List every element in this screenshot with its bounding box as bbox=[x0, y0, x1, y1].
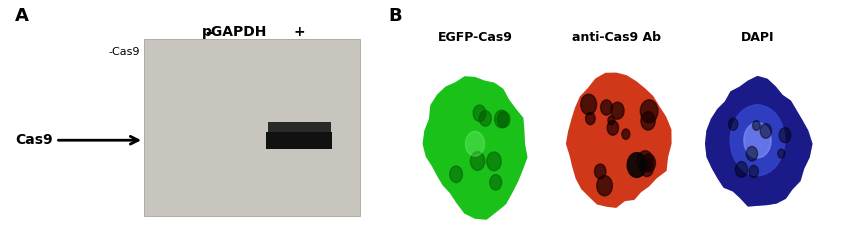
Text: +: + bbox=[294, 25, 306, 39]
Text: EGFP-Cas9: EGFP-Cas9 bbox=[438, 31, 513, 44]
Text: DAPI: DAPI bbox=[741, 31, 775, 44]
Bar bbox=[269, 122, 331, 132]
Text: anti-Cas9 Ab: anti-Cas9 Ab bbox=[572, 31, 661, 44]
Text: -Cas9: -Cas9 bbox=[109, 47, 140, 57]
Bar bbox=[144, 39, 360, 216]
Bar bbox=[266, 132, 332, 149]
Text: B: B bbox=[388, 7, 402, 25]
Text: A: A bbox=[15, 7, 29, 25]
Text: Cas9: Cas9 bbox=[15, 133, 138, 147]
Text: –: – bbox=[205, 25, 213, 40]
Text: pGAPDH: pGAPDH bbox=[202, 25, 268, 39]
